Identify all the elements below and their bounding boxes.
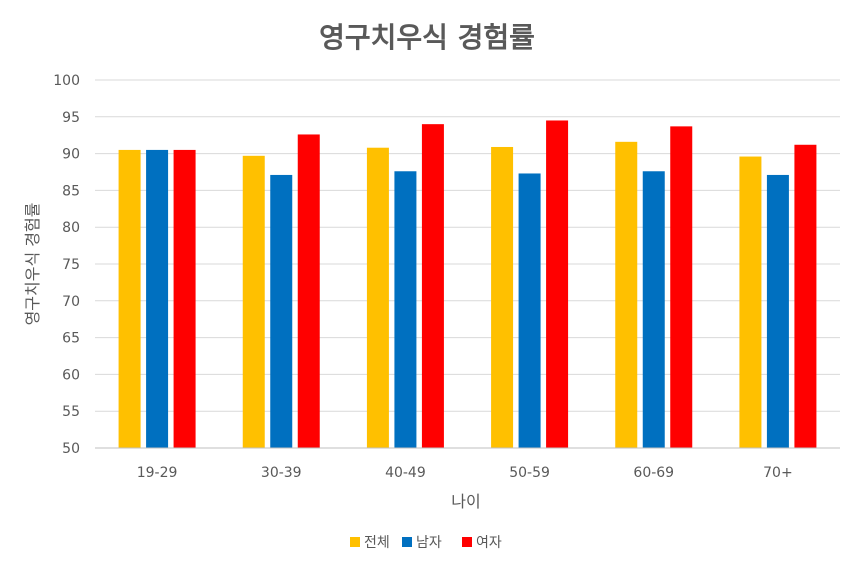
bar-남자-60-69 [642, 171, 665, 448]
y-tick-label: 75 [62, 257, 80, 273]
bar-전체-19-29 [118, 149, 141, 449]
x-tick-label: 30-39 [261, 465, 302, 481]
legend-swatch [350, 537, 360, 547]
bars [118, 120, 817, 449]
bar-여자-19-29 [173, 149, 196, 449]
y-tick-label: 95 [62, 110, 80, 126]
bar-여자-70+ [794, 144, 817, 448]
legend-label: 여자 [476, 535, 502, 551]
x-tick-label: 70+ [763, 465, 793, 481]
bar-전체-30-39 [242, 155, 265, 449]
legend-label: 전체 [364, 535, 390, 551]
y-tick-label: 55 [62, 404, 80, 420]
x-tick-label: 50-59 [509, 465, 550, 481]
y-axis-label: 영구치우식 경험률 [23, 203, 42, 326]
x-tick-labels: 19-29 30-39 40-49 50-59 60-69 70+ [137, 465, 793, 481]
bar-남자-30-39 [270, 174, 293, 448]
y-tick-label: 50 [62, 441, 80, 457]
bar-전체-50-59 [491, 146, 514, 448]
y-tick-label: 70 [62, 294, 80, 310]
x-tick-label: 40-49 [385, 465, 426, 481]
bar-전체-60-69 [615, 141, 638, 448]
y-tick-label: 100 [53, 73, 80, 89]
bar-전체-70+ [739, 156, 762, 448]
legend: 전체 남자 여자 [350, 535, 502, 551]
x-tick-label: 60-69 [633, 465, 674, 481]
y-tick-labels: 50 55 60 65 70 75 80 85 90 95 100 [53, 73, 80, 457]
legend-swatch [402, 537, 412, 547]
bar-남자-40-49 [394, 171, 417, 448]
bar-여자-60-69 [670, 126, 693, 449]
chart-title: 영구치우식 경험률 [319, 21, 535, 54]
legend-swatch [462, 537, 472, 547]
y-tick-label: 60 [62, 367, 80, 383]
x-axis-label: 나이 [451, 492, 480, 511]
legend-label: 남자 [416, 535, 442, 551]
x-tick-label: 19-29 [137, 465, 178, 481]
bar-여자-50-59 [546, 120, 569, 448]
bar-남자-70+ [766, 174, 789, 448]
y-tick-label: 80 [62, 220, 80, 236]
bar-여자-30-39 [297, 134, 320, 449]
bar-남자-50-59 [518, 173, 541, 449]
gridlines [95, 79, 840, 412]
y-tick-label: 85 [62, 183, 80, 199]
bar-남자-19-29 [146, 149, 169, 449]
y-tick-label: 65 [62, 331, 80, 347]
bar-여자-40-49 [421, 124, 444, 448]
bar-전체-40-49 [366, 147, 389, 448]
y-tick-label: 90 [62, 147, 80, 163]
